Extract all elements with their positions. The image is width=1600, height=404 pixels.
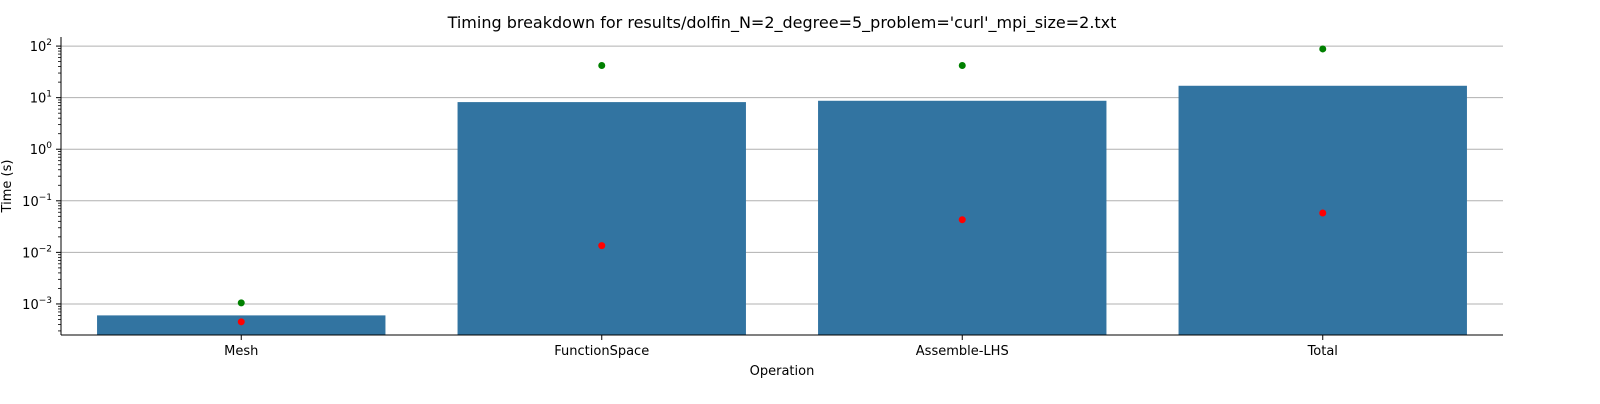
y-tick-label: 10−1 bbox=[22, 193, 52, 210]
bars bbox=[97, 85, 1467, 335]
points bbox=[237, 45, 1327, 326]
y-tick-label: 10−2 bbox=[22, 244, 52, 261]
y-tick-base: 10 bbox=[22, 195, 39, 210]
y-tick-exponent: −1 bbox=[39, 193, 52, 203]
x-tick-label: Assemble-LHS bbox=[916, 344, 1009, 359]
y-tick-label: 10−3 bbox=[22, 296, 52, 313]
data-point bbox=[1319, 209, 1327, 217]
y-tick-base: 10 bbox=[30, 92, 47, 107]
x-tick-label: Total bbox=[1307, 344, 1338, 359]
y-tick-exponent: 2 bbox=[46, 38, 52, 48]
y-tick-exponent: −2 bbox=[39, 244, 52, 254]
y-tick-label: 101 bbox=[30, 90, 52, 107]
y-tick-exponent: 0 bbox=[46, 141, 52, 151]
bar bbox=[457, 102, 746, 335]
axes bbox=[60, 37, 1503, 336]
data-point bbox=[598, 242, 606, 250]
y-tick-exponent: 1 bbox=[46, 90, 52, 100]
x-tick-label: FunctionSpace bbox=[554, 344, 649, 359]
data-point bbox=[598, 62, 606, 70]
y-tick-label: 102 bbox=[30, 38, 52, 55]
data-point bbox=[1319, 45, 1327, 53]
y-axis-label: Time (s) bbox=[0, 160, 15, 214]
data-point bbox=[958, 216, 966, 224]
y-tick-base: 10 bbox=[22, 246, 39, 261]
x-axis-label: Operation bbox=[750, 364, 815, 379]
y-tick-base: 10 bbox=[30, 40, 47, 55]
data-point bbox=[958, 62, 966, 70]
x-tick-label: Mesh bbox=[224, 344, 258, 359]
y-tick-base: 10 bbox=[30, 143, 47, 158]
y-tick-base: 10 bbox=[22, 298, 39, 313]
data-point bbox=[237, 318, 245, 326]
chart-title: Timing breakdown for results/dolfin_N=2_… bbox=[447, 13, 1117, 33]
data-point bbox=[237, 299, 245, 307]
y-tick-label: 100 bbox=[30, 141, 53, 158]
y-tick-exponent: −3 bbox=[39, 296, 52, 306]
